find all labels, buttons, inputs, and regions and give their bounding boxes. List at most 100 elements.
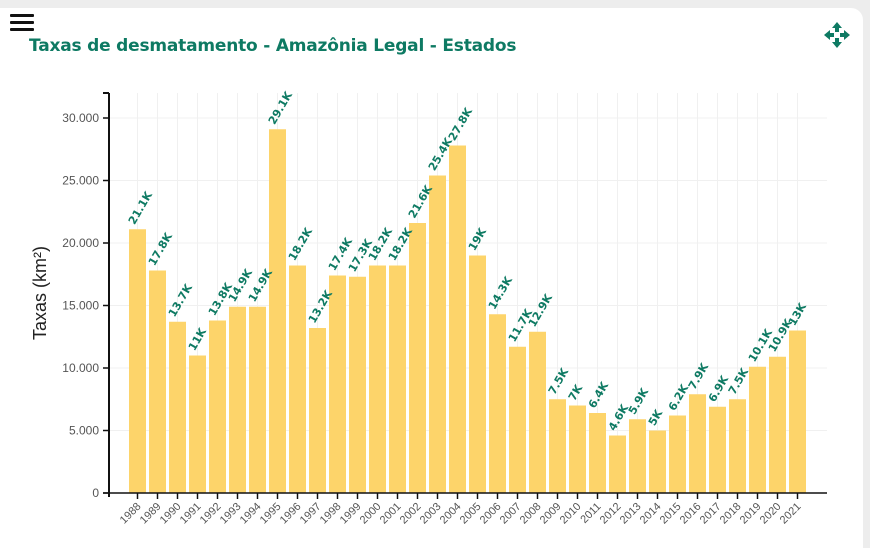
x-tick-label: 1998 [318, 501, 344, 527]
y-axis-title: Taxas (km²) [30, 246, 50, 340]
x-tick-label: 1994 [238, 501, 264, 527]
bar-2005[interactable] [469, 255, 486, 494]
x-tick-label: 2009 [538, 501, 564, 527]
bar-1989[interactable] [149, 270, 166, 494]
bar-data-label: 6.4K [586, 379, 612, 410]
x-tick-label: 1988 [118, 501, 144, 527]
bar-data-label: 7K [566, 382, 586, 403]
bar-1995[interactable] [269, 129, 286, 493]
y-tick-label: 0 [92, 486, 99, 500]
x-tick-label: 2005 [458, 501, 484, 527]
bar-2013[interactable] [629, 419, 646, 493]
x-tick-label: 1990 [158, 501, 184, 527]
x-tick-label: 1992 [198, 501, 224, 527]
x-tick-label: 2007 [498, 501, 524, 527]
y-tick-label: 20.000 [62, 236, 99, 250]
bar-2016[interactable] [689, 394, 706, 493]
x-tick-label: 1989 [138, 501, 164, 527]
move-arrows-icon[interactable] [822, 20, 852, 50]
bar-2015[interactable] [669, 415, 686, 494]
x-tick-label: 1993 [218, 501, 244, 527]
x-tick-label: 2004 [438, 501, 464, 527]
bar-2018[interactable] [729, 399, 746, 493]
x-tick-label: 2020 [758, 501, 784, 527]
bar-2009[interactable] [549, 399, 566, 493]
bar-2006[interactable] [489, 314, 506, 493]
x-tick-label: 2013 [618, 501, 644, 527]
bar-1992[interactable] [209, 320, 226, 494]
x-tick-label: 2008 [518, 501, 544, 527]
chart-title: Taxas de desmatamento - Amazônia Legal -… [29, 36, 517, 56]
bar-1993[interactable] [229, 306, 246, 493]
y-axis-ticks: 0 5.000 10.000 15.000 20.000 25.000 30.000 [62, 111, 109, 500]
x-tick-label: 2018 [718, 501, 744, 527]
bar-2012[interactable] [609, 435, 626, 494]
x-tick-label: 1996 [278, 501, 304, 527]
bar-2003[interactable] [429, 175, 446, 494]
bar-2010[interactable] [569, 405, 586, 494]
x-tick-label: 2019 [738, 501, 764, 527]
x-tick-label: 2021 [778, 501, 804, 527]
bar-data-label: 7.9K [686, 361, 712, 392]
bar-data-label: 14.3K [486, 274, 515, 312]
bar-data-label: 5.9K [626, 386, 652, 417]
bar-data-label: 17.8K [146, 230, 175, 268]
bar-data-label: 11K [186, 325, 209, 353]
bar-data-label: 13K [786, 300, 809, 328]
bar-1996[interactable] [289, 265, 306, 494]
hamburger-menu-icon[interactable] [10, 14, 34, 32]
bar-2014[interactable] [649, 430, 666, 494]
bar-2007[interactable] [509, 346, 526, 493]
x-tick-label: 1995 [258, 501, 284, 527]
bar-2000[interactable] [369, 265, 386, 494]
x-tick-label: 2003 [418, 501, 444, 527]
x-tick-label: 2014 [638, 501, 664, 527]
y-tick-label: 10.000 [62, 361, 99, 375]
bar-2019[interactable] [749, 366, 766, 493]
x-tick-label: 2016 [678, 501, 704, 527]
bar-data-label: 13.7K [166, 281, 195, 319]
bar-data-label: 18.2K [286, 225, 315, 263]
bars [129, 129, 806, 493]
bar-1988[interactable] [129, 229, 146, 493]
bar-data-label: 5K [646, 407, 666, 428]
bar-2001[interactable] [389, 265, 406, 494]
x-tick-label: 1997 [298, 501, 324, 527]
x-tick-label: 2015 [658, 501, 684, 527]
x-tick-label: 2012 [598, 501, 624, 527]
axes [103, 92, 827, 497]
bar-2017[interactable] [709, 406, 726, 493]
y-tick-label: 15.000 [62, 299, 99, 313]
x-tick-label: 2017 [698, 501, 724, 527]
y-tick-label: 25.000 [62, 174, 99, 188]
x-tick-label: 2010 [558, 501, 584, 527]
y-tick-label: 5.000 [69, 424, 99, 438]
bar-2021[interactable] [789, 330, 806, 494]
x-tick-label: 2001 [378, 501, 404, 527]
bar-data-label: 29.1K [266, 89, 295, 127]
bar-data-label: 12.9K [526, 291, 555, 329]
x-tick-label: 2006 [478, 501, 504, 527]
x-tick-label: 1991 [178, 501, 204, 527]
bar-1990[interactable] [169, 321, 186, 493]
x-tick-label: 2002 [398, 501, 424, 527]
bar-1994[interactable] [249, 306, 266, 493]
x-tick-label: 1999 [338, 501, 364, 527]
bar-2002[interactable] [409, 223, 426, 493]
x-tick-label: 2011 [578, 501, 603, 526]
bar-2008[interactable] [529, 331, 546, 493]
bar-data-label: 21.1K [126, 189, 155, 227]
bar-1999[interactable] [349, 276, 366, 493]
bar-data-label: 27.8K [446, 105, 475, 143]
x-axis-ticks: 1988198919901991199219931994199519961997… [118, 493, 804, 526]
bar-data-label: 19K [466, 225, 489, 253]
x-tick-label: 2000 [358, 501, 384, 527]
bar-1991[interactable] [189, 355, 206, 494]
bar-2020[interactable] [769, 356, 786, 493]
bar-1997[interactable] [309, 328, 326, 493]
bar-2004[interactable] [449, 145, 466, 494]
bar-1998[interactable] [329, 275, 346, 494]
bar-2011[interactable] [589, 413, 606, 493]
y-tick-label: 30.000 [62, 111, 99, 125]
